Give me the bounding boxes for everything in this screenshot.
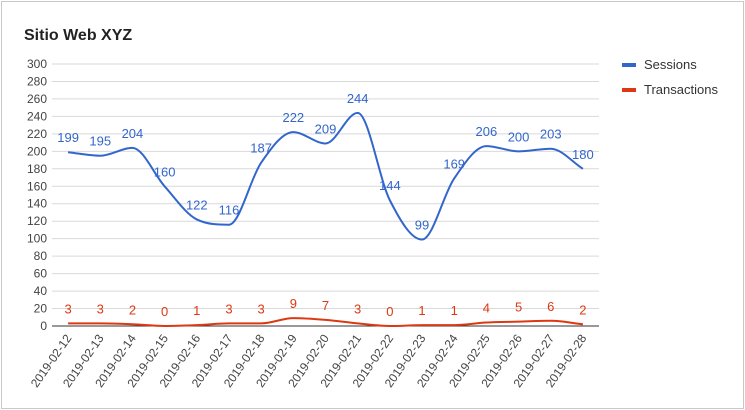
sessions-data-label: 195 — [89, 134, 111, 149]
legend-swatch-sessions — [622, 63, 636, 67]
chart-title: Sitio Web XYZ — [24, 27, 132, 44]
transactions-data-label: 1 — [418, 303, 425, 318]
transactions-data-label: 2 — [579, 302, 586, 317]
legend-label-sessions: Sessions — [644, 57, 697, 72]
transactions-data-label: 0 — [161, 304, 168, 319]
y-tick-label: 120 — [27, 214, 47, 228]
legend[interactable]: Sessions Transactions — [622, 57, 718, 97]
transactions-line — [68, 317, 584, 327]
y-tick-label: 40 — [34, 284, 48, 298]
y-axis-ticks: 0 20 40 60 80 100 120 140 160 180 200 220 240 260 280 3… — [27, 57, 47, 333]
y-tick-label: 60 — [34, 267, 48, 281]
transactions-data-label: 3 — [64, 301, 71, 316]
sessions-data-label: 144 — [379, 178, 401, 193]
y-tick-label: 80 — [34, 249, 48, 263]
transactions-data-label: 0 — [386, 304, 393, 319]
transactions-data-label: 5 — [515, 300, 522, 315]
sessions-data-label: 180 — [572, 147, 594, 162]
legend-swatch-transactions — [622, 88, 636, 92]
sessions-data-label: 187 — [250, 141, 272, 156]
y-tick-label: 240 — [27, 109, 47, 123]
gridlines — [52, 63, 599, 327]
sessions-data-label: 199 — [57, 130, 79, 145]
y-tick-label: 100 — [27, 232, 47, 246]
transactions-data-label: 6 — [547, 299, 554, 314]
y-tick-label: 140 — [27, 197, 47, 211]
transactions-data-label: 3 — [225, 301, 232, 316]
y-tick-label: 280 — [27, 74, 47, 88]
sessions-data-label: 209 — [315, 121, 337, 136]
sessions-data-label: 222 — [282, 110, 304, 125]
sessions-data-label: 200 — [508, 129, 530, 144]
sessions-data-label: 206 — [476, 124, 498, 139]
sessions-data-label: 244 — [347, 91, 369, 106]
legend-item-sessions[interactable]: Sessions — [622, 57, 697, 72]
sessions-data-label: 204 — [122, 126, 144, 141]
y-tick-label: 0 — [40, 319, 47, 333]
transactions-data-label: 3 — [354, 301, 361, 316]
transactions-data-label: 3 — [258, 301, 265, 316]
transactions-data-label: 9 — [290, 296, 297, 311]
sessions-data-label: 169 — [443, 156, 465, 171]
transactions-data-label: 2 — [129, 302, 136, 317]
transactions-data-label: 3 — [97, 301, 104, 316]
y-tick-label: 200 — [27, 144, 47, 158]
y-tick-label: 160 — [27, 179, 47, 193]
sessions-data-label: 160 — [154, 164, 176, 179]
series-lines — [67, 111, 584, 327]
y-tick-label: 180 — [27, 162, 47, 176]
transactions-data-label: 7 — [322, 298, 329, 313]
y-tick-label: 220 — [27, 127, 47, 141]
x-axis-ticks: 2019-02-122019-02-132019-02-142019-02-15… — [28, 331, 590, 390]
legend-item-transactions[interactable]: Transactions — [622, 82, 718, 97]
transactions-data-label: 4 — [483, 301, 490, 316]
transactions-data-label: 1 — [193, 303, 200, 318]
legend-label-transactions: Transactions — [644, 82, 718, 97]
y-tick-label: 300 — [27, 57, 47, 71]
y-tick-label: 260 — [27, 92, 47, 106]
transactions-data-label: 1 — [451, 303, 458, 318]
sessions-data-label: 116 — [219, 203, 240, 218]
sessions-data-label: 122 — [186, 197, 208, 212]
sessions-data-label: 99 — [415, 218, 429, 233]
sessions-line — [67, 111, 584, 241]
y-tick-label: 20 — [34, 302, 48, 316]
sessions-data-label: 203 — [540, 127, 562, 142]
